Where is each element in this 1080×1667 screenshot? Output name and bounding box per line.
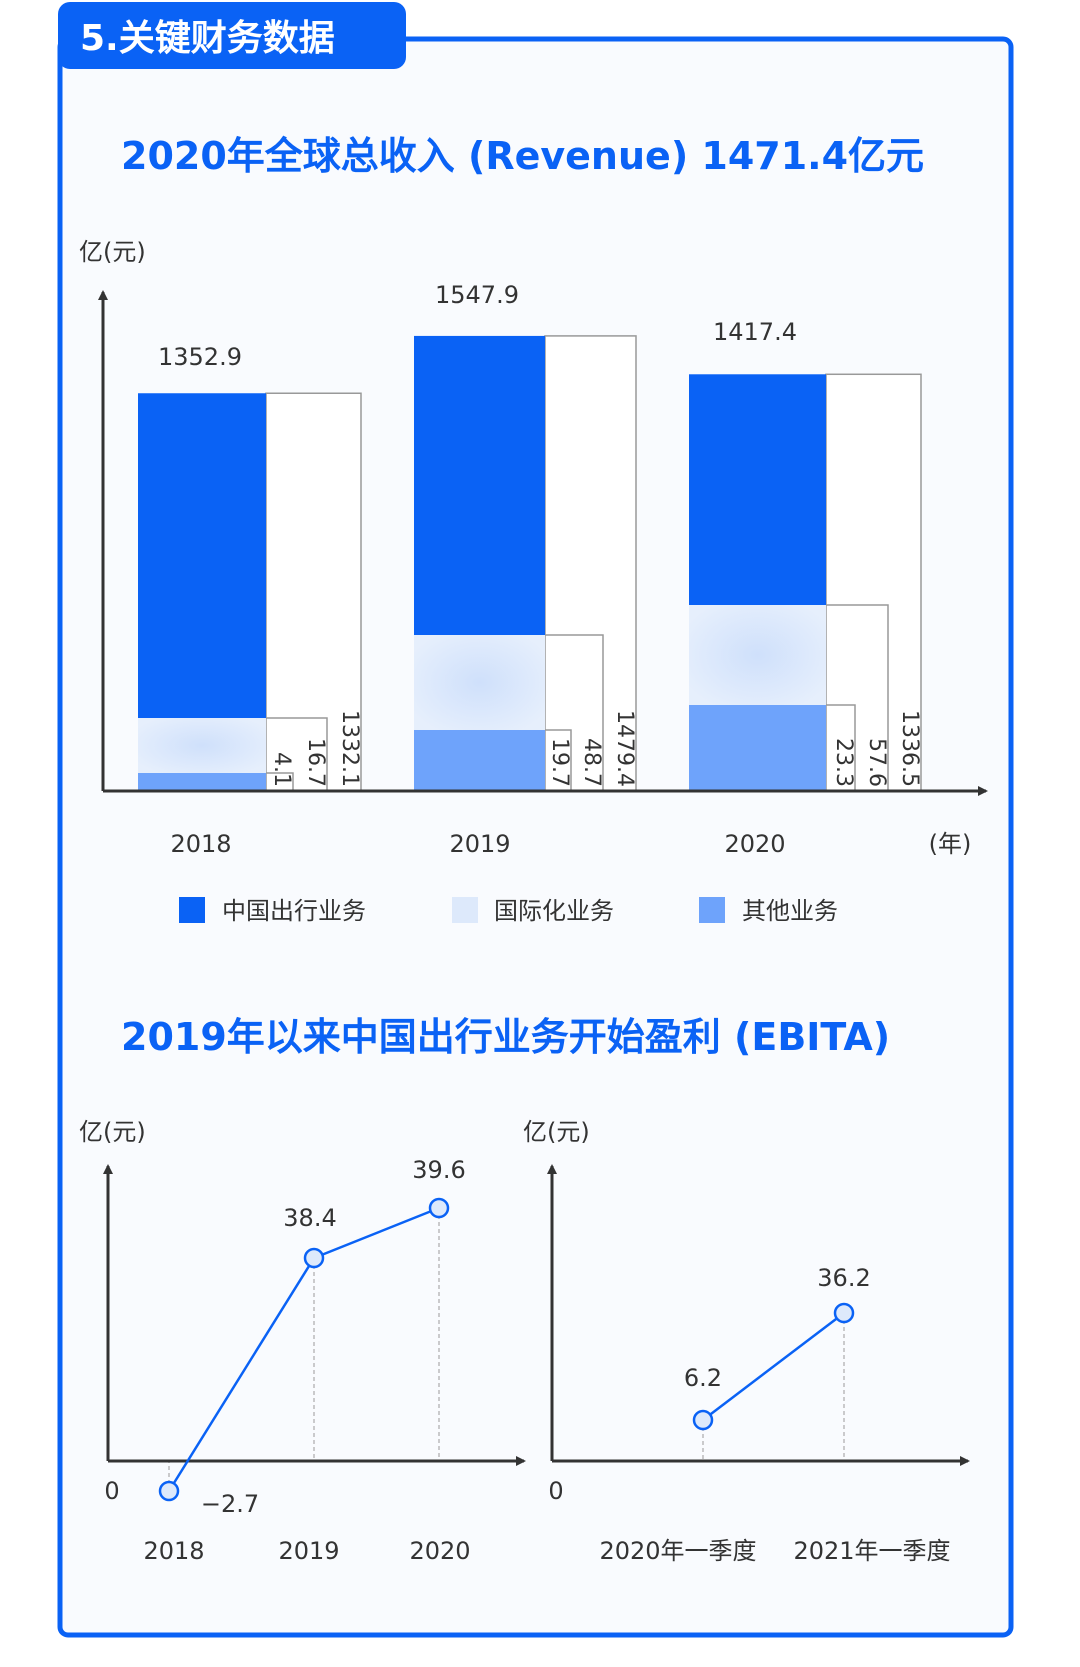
- series-line: [702, 1312, 845, 1421]
- bar-x-label: (年): [929, 830, 972, 858]
- data-label: 36.2: [817, 1264, 870, 1292]
- data-point: [303, 1247, 325, 1269]
- x-tick-label: 2018: [170, 830, 231, 858]
- segment-value-label: 57.6: [864, 738, 889, 787]
- revenue-title: 2020年全球总收入 (Revenue) 1471.4亿元: [121, 134, 924, 178]
- legend-swatch: [452, 897, 478, 923]
- bar-other: [414, 730, 545, 791]
- segment-value-label: 4.1: [269, 752, 294, 787]
- line-y-label: 亿(元): [523, 1118, 590, 1146]
- value-box: [544, 634, 604, 792]
- segment-value-label: 48.7: [579, 738, 604, 787]
- legend-label: 其他业务: [742, 897, 838, 925]
- line-charts: 亿(元) 0 −2.7 2018 38.4 2019 39.6 2020 亿(元) 0 6.2 202…: [79, 1118, 970, 1565]
- bar-china: [138, 393, 266, 718]
- value-box: [544, 729, 572, 792]
- data-point: [692, 1409, 714, 1431]
- bar-international: [414, 635, 545, 730]
- total-label: 1417.4: [713, 318, 797, 346]
- data-point: [833, 1302, 855, 1324]
- data-point: [158, 1480, 180, 1502]
- legend: 中国出行业务 国际化业务 其他业务: [179, 897, 838, 925]
- segment-value-label: 19.7: [547, 738, 572, 787]
- legend-swatch: [699, 897, 725, 923]
- segment-value-label: 1479.4: [612, 710, 637, 787]
- section-tab: [58, 2, 406, 69]
- bar-international: [689, 605, 826, 705]
- bar-china: [414, 335, 545, 635]
- bar-other: [689, 705, 826, 791]
- x-tick-label: 2019: [278, 1537, 339, 1565]
- x-tick-label: 2021年一季度: [793, 1537, 950, 1565]
- total-label: 1352.9: [158, 343, 242, 371]
- segment-value-label: 16.7: [303, 738, 328, 787]
- data-label: −2.7: [201, 1490, 259, 1518]
- data-point: [428, 1197, 450, 1219]
- legend-swatch: [179, 897, 205, 923]
- segment-value-label: 23.3: [831, 738, 856, 787]
- legend-label: 国际化业务: [494, 897, 614, 925]
- bar-chart: 4.1 16.7 1332.1 1352.9 2018 19.7 48.7 1479.4 154…: [138, 281, 922, 858]
- zero-label: 0: [548, 1477, 563, 1505]
- bar-international: [138, 718, 266, 773]
- ebita-title: 2019年以来中国出行业务开始盈利 (EBITA): [121, 1015, 890, 1059]
- zero-label: 0: [104, 1477, 119, 1505]
- section-tab-label: 5.关键财务数据: [80, 18, 335, 59]
- bar-y-label: 亿(元): [79, 238, 146, 266]
- data-label: 38.4: [283, 1204, 336, 1232]
- x-tick-label: 2020: [409, 1537, 470, 1565]
- segment-value-label: 1336.5: [897, 710, 922, 787]
- data-label: 39.6: [412, 1156, 465, 1184]
- x-tick-label: 2019: [449, 830, 510, 858]
- legend-label: 中国出行业务: [222, 897, 366, 925]
- total-label: 1547.9: [435, 281, 519, 309]
- x-tick-label: 2020: [724, 830, 785, 858]
- segment-value-label: 1332.1: [337, 710, 362, 787]
- line-y-label: 亿(元): [79, 1118, 146, 1146]
- x-tick-label: 2020年一季度: [599, 1537, 756, 1565]
- bar-other: [138, 773, 266, 791]
- data-label: 6.2: [684, 1364, 722, 1392]
- x-tick-label: 2018: [143, 1537, 204, 1565]
- bar-china: [689, 374, 826, 605]
